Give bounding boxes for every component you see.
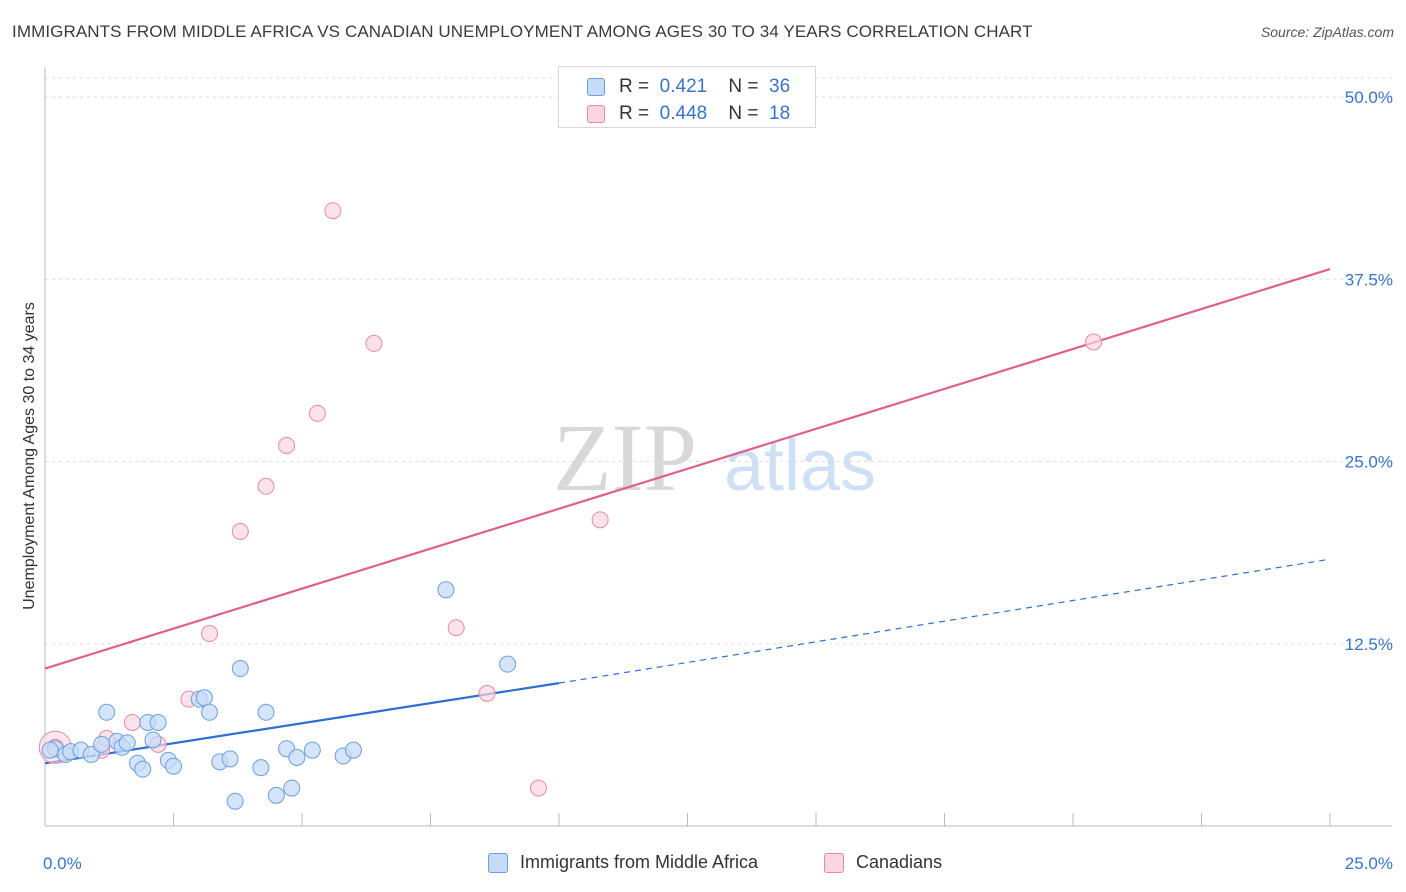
- data-point-immigrants: [41, 741, 59, 759]
- data-point-immigrants: [303, 741, 321, 759]
- data-point-immigrants: [288, 748, 306, 766]
- tick-labels: 12.5% 25.0% 37.5% 50.0% 0.0% 25.0%: [43, 88, 1393, 873]
- n-value: 36: [769, 76, 791, 97]
- trend-line-canadians: [44, 267, 1331, 670]
- x-tick-label: 25.0%: [1345, 854, 1393, 873]
- r-value: 0.421: [659, 76, 708, 97]
- data-point-canadians: [478, 684, 496, 702]
- data-point-canadians: [200, 625, 218, 643]
- data-points: [38, 202, 1103, 810]
- data-point-canadians: [231, 522, 249, 540]
- data-point-immigrants: [134, 760, 152, 778]
- y-tick-label: 12.5%: [1345, 635, 1393, 654]
- data-point-canadians: [308, 404, 326, 422]
- data-point-immigrants: [344, 741, 362, 759]
- axes: [44, 67, 1392, 827]
- n-value: 18: [769, 103, 791, 124]
- data-point-immigrants: [221, 750, 239, 768]
- r-label: R =: [619, 103, 650, 124]
- data-point-immigrants: [144, 731, 162, 749]
- y-tick-label: 25.0%: [1345, 453, 1393, 472]
- data-point-canadians: [529, 779, 547, 797]
- data-point-immigrants: [165, 757, 182, 775]
- n-label: N =: [728, 103, 759, 124]
- data-point-immigrants: [118, 734, 136, 752]
- source-label: Source: ZipAtlas.com: [1260, 24, 1394, 40]
- x-tick-label: 0.0%: [43, 854, 82, 873]
- data-point-immigrants: [195, 689, 213, 707]
- data-point-canadians: [1085, 333, 1103, 351]
- watermark: ZIP atlas: [553, 404, 876, 511]
- data-point-immigrants: [226, 792, 244, 810]
- data-point-immigrants: [267, 786, 285, 804]
- legend-label: Immigrants from Middle Africa: [520, 852, 759, 872]
- data-point-immigrants: [98, 703, 116, 721]
- data-point-canadians: [447, 619, 465, 637]
- legend-swatch-blue: [488, 853, 508, 873]
- trend-lines: [44, 267, 1331, 765]
- y-tick-label: 50.0%: [1345, 88, 1393, 107]
- chart-title: IMMIGRANTS FROM MIDDLE AFRICA VS CANADIA…: [12, 22, 1033, 41]
- data-point-canadians: [257, 477, 275, 495]
- data-point-immigrants: [231, 660, 249, 678]
- data-point-canadians: [278, 436, 296, 454]
- legend-swatch-blue: [587, 78, 605, 96]
- data-point-immigrants: [499, 655, 517, 673]
- legend-swatch-pink: [587, 105, 605, 123]
- data-point-canadians: [123, 713, 141, 731]
- legend-swatch-pink: [824, 853, 844, 873]
- trend-line-immigrants-extension: [558, 558, 1331, 684]
- data-point-immigrants: [82, 746, 100, 764]
- watermark-zip: ZIP: [553, 404, 697, 511]
- data-point-immigrants: [283, 779, 301, 797]
- correlation-legend: R = 0.421 N = 36 R = 0.448 N = 18: [558, 66, 816, 128]
- data-point-canadians: [324, 202, 342, 220]
- data-point-canadians: [365, 334, 383, 352]
- n-label: N =: [728, 76, 759, 97]
- data-point-immigrants: [200, 703, 218, 721]
- data-point-canadians: [591, 511, 609, 529]
- data-point-immigrants: [437, 581, 455, 599]
- data-point-immigrants: [252, 759, 270, 777]
- r-value: 0.448: [659, 103, 708, 124]
- data-point-immigrants: [257, 703, 275, 721]
- grid-lines: [45, 77, 1392, 645]
- y-tick-label: 37.5%: [1345, 270, 1393, 289]
- r-label: R =: [619, 76, 650, 97]
- data-point-immigrants: [149, 713, 167, 731]
- data-point-immigrants: [93, 735, 111, 753]
- legend-label: Canadians: [856, 852, 943, 872]
- watermark-atlas: atlas: [724, 426, 876, 506]
